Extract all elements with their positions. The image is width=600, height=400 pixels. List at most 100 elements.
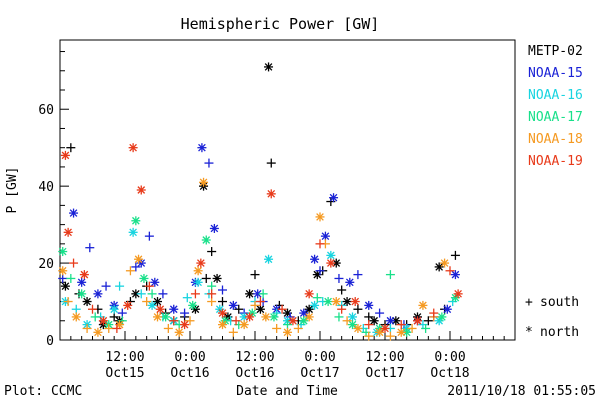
- marker-legend-label: north: [540, 325, 579, 340]
- data-point-noaa-19-south: [169, 316, 179, 326]
- data-point-noaa-19-south: [255, 297, 265, 307]
- data-point-noaa-19-north: [98, 316, 108, 326]
- data-point-noaa-15-north: [299, 308, 309, 318]
- data-point-noaa-15-south: [158, 289, 168, 299]
- data-point-noaa-17-north: [131, 216, 141, 226]
- data-point-noaa-18-north: [218, 320, 227, 330]
- data-point-metp-02-north: [304, 304, 314, 314]
- data-point-noaa-18-north: [239, 320, 249, 330]
- data-point-metp-02-north: [264, 62, 274, 72]
- data-point-noaa-19-south: [396, 320, 406, 330]
- data-point-noaa-19-north: [79, 270, 89, 280]
- data-point-noaa-19-south: [144, 281, 154, 291]
- y-tick-label: 0: [46, 334, 54, 349]
- data-point-noaa-19-south: [88, 304, 97, 314]
- data-point-noaa-19-north: [63, 227, 73, 237]
- data-point-noaa-15-south: [180, 308, 190, 318]
- data-point-noaa-18-north: [153, 312, 162, 322]
- data-point-noaa-16-south: [115, 281, 125, 291]
- data-point-metp-02-south: [266, 158, 276, 168]
- data-point-noaa-16-north: [348, 312, 357, 322]
- y-axis: 0 20 40 60: [38, 51, 69, 349]
- data-point-noaa-18-north: [283, 327, 292, 337]
- data-point-metp-02-north: [153, 297, 162, 307]
- data-point-noaa-15-north: [442, 304, 452, 314]
- data-point-noaa-18-south: [364, 331, 374, 341]
- data-point-noaa-18-south: [207, 297, 217, 307]
- data-point-noaa-17-north: [437, 312, 447, 322]
- data-point-noaa-15-north: [450, 270, 460, 280]
- data-point-noaa-19-north: [288, 316, 298, 326]
- data-point-noaa-16-north: [264, 254, 274, 264]
- data-point-metp-02-north: [342, 297, 352, 307]
- data-point-noaa-17-south: [147, 289, 157, 299]
- data-point-metp-02-north: [82, 297, 92, 307]
- data-point-noaa-19-north: [136, 185, 146, 195]
- legend-entry: NOAA-16: [528, 88, 583, 103]
- data-point-metp-02-south: [207, 247, 217, 257]
- data-point-noaa-15-south: [315, 266, 325, 276]
- data-point-noaa-18-south: [407, 323, 417, 333]
- x-tick-date: Oct15: [105, 366, 144, 381]
- data-point-noaa-19-south: [190, 289, 200, 299]
- x-tick-date: Oct17: [365, 366, 404, 381]
- data-point-noaa-15-south: [85, 243, 95, 253]
- data-point-noaa-19-north: [350, 297, 360, 307]
- y-tick-label: 40: [38, 180, 54, 195]
- data-point-noaa-19-south: [231, 316, 241, 326]
- data-point-noaa-18-north: [193, 266, 203, 276]
- data-point-noaa-18-south: [342, 316, 352, 326]
- data-point-noaa-18-north: [396, 327, 406, 337]
- data-point-noaa-16-south: [71, 304, 81, 314]
- data-point-noaa-19-south: [445, 266, 455, 276]
- data-point-noaa-15-north: [169, 304, 179, 314]
- legend-entry: NOAA-19: [528, 154, 583, 169]
- data-point-metp-02-north: [434, 262, 444, 272]
- data-point-noaa-15-north: [93, 289, 103, 299]
- data-point-noaa-19-north: [266, 189, 276, 199]
- y-axis-label: P [GW]: [5, 167, 20, 214]
- data-point-noaa-15-north: [310, 254, 320, 264]
- plot-frame: [59, 39, 516, 341]
- data-point-noaa-17-south: [207, 281, 217, 291]
- data-point-noaa-19-south: [69, 258, 79, 268]
- data-point-noaa-17-north: [139, 273, 149, 283]
- data-point-metp-02-south: [450, 250, 460, 260]
- timestamp: 2011/10/18 01:55:05: [447, 384, 596, 399]
- data-point-noaa-19-north: [380, 323, 390, 333]
- data-point-noaa-15-north: [69, 208, 79, 218]
- data-point-noaa-15-south: [58, 273, 68, 283]
- x-tick-date: Oct16: [235, 366, 274, 381]
- data-point-noaa-16-south: [182, 293, 192, 303]
- marker-legend: + south * north: [525, 295, 579, 340]
- data-point-noaa-19-north: [218, 308, 227, 318]
- data-point-noaa-17-south: [312, 293, 322, 303]
- marker-legend-label: south: [540, 295, 579, 310]
- data-point-noaa-19-north: [180, 320, 190, 330]
- data-point-noaa-17-south: [66, 273, 76, 283]
- data-point-noaa-16-south: [136, 289, 146, 299]
- data-point-noaa-15-south: [334, 273, 344, 283]
- data-point-noaa-18-south: [250, 300, 260, 310]
- data-point-noaa-18-south: [82, 323, 92, 333]
- data-point-metp-02-south: [250, 270, 260, 280]
- data-point-noaa-15-south: [117, 308, 127, 318]
- data-point-noaa-18-north: [418, 300, 428, 310]
- chart-title: Hemispheric Power [GW]: [181, 15, 380, 33]
- data-point-noaa-17-north: [348, 320, 357, 330]
- data-point-metp-02-south: [201, 273, 211, 283]
- x-tick-time: 12:00: [235, 350, 274, 365]
- data-point-noaa-18-north: [331, 297, 341, 307]
- data-point-metp-02-south: [423, 316, 433, 326]
- data-point-metp-02-north: [60, 281, 70, 291]
- data-point-metp-02-north: [369, 316, 379, 326]
- data-point-noaa-17-north: [201, 235, 211, 245]
- data-point-metp-02-south: [109, 312, 119, 322]
- data-point-noaa-18-south: [163, 323, 173, 333]
- y-tick-label: 20: [38, 257, 54, 272]
- data-point-noaa-19-south: [364, 320, 374, 330]
- data-point-metp-02-north: [212, 273, 222, 283]
- data-point-noaa-15-north: [364, 300, 374, 310]
- data-point-noaa-19-south: [429, 308, 439, 318]
- data-point-noaa-15-south: [375, 308, 385, 318]
